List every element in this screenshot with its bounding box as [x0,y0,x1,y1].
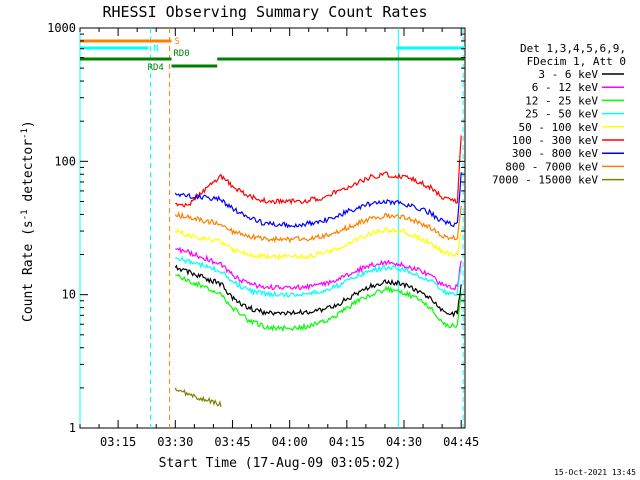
y-axis-label-exp1: -1 [20,209,30,220]
x-tick-label-6: 04:45 [443,435,479,449]
flag-bars: S N RD0 RD4 [80,37,465,73]
series-line-1-0 [175,246,462,291]
plot-area [79,27,466,429]
series-line-3-0 [175,255,462,299]
vertical-markers [79,28,464,428]
legend-label-6: 300 - 800 keV [512,147,598,160]
plot-border [79,27,466,429]
y-tick-label-2: 100 [54,154,76,168]
flag-label-rd4: RD4 [148,63,164,73]
series-line-0-0 [174,264,462,318]
series-line-8-0 [174,387,222,407]
series-line-6-0 [174,172,462,229]
y-tick-label-3: 1000 [47,21,76,35]
x-tick-label-4: 04:15 [329,435,365,449]
legend-label-7: 800 - 7000 keV [505,160,598,173]
legend-header-1: FDecim 1, Att 0 [527,55,626,68]
footer-timestamp: 15-Oct-2021 13:45 [554,468,636,477]
legend-header-0: Det 1,3,4,5,6,9, [520,42,626,55]
series-line-5-0 [175,135,462,208]
x-tick-label-0: 03:15 [100,435,136,449]
legend-label-5: 100 - 300 keV [512,134,598,147]
x-axis-label: Start Time (17-Aug-09 03:05:02) [159,456,402,471]
axes: 1 10 100 1000 03:15 03:30 03:45 04:00 04:15 04:30… [47,21,479,449]
legend-label-3: 25 - 50 keV [525,108,598,121]
series-line-2-0 [175,273,462,333]
y-axis-label-exp2: -1 [20,128,30,139]
y-axis-label: Count Rate (s-1 detector-1) [20,120,36,322]
y-tick-label-1: 10 [62,288,76,302]
series-lines [174,135,462,407]
series-line-4-0 [174,227,462,261]
flag-label-rd0: RD0 [173,49,189,59]
x-tick-label-1: 03:30 [157,435,193,449]
legend-label-0: 3 - 6 keV [538,68,598,81]
legend-label-1: 6 - 12 keV [532,81,599,94]
x-tick-label-2: 03:45 [214,435,250,449]
flag-label-n: N [153,44,158,54]
x-tick-label-3: 04:00 [272,435,308,449]
legend-label-8: 7000 - 15000 keV [492,174,598,187]
chart-title: RHESSI Observing Summary Count Rates [102,3,427,21]
y-tick-label-0: 1 [69,421,76,435]
y-axis-label-detector: detector [21,139,36,210]
x-tick-label-5: 04:30 [386,435,422,449]
legend-label-4: 50 - 100 keV [519,121,599,134]
y-axis-label-end: ) [21,120,36,128]
legend: Det 1,3,4,5,6,9,FDecim 1, Att 03 - 6 keV… [492,42,626,187]
flag-label-s: S [175,37,180,47]
series-line-7-0 [174,205,462,244]
legend-label-2: 12 - 25 keV [525,94,598,107]
y-axis-label-main: Count Rate (s [21,220,36,322]
